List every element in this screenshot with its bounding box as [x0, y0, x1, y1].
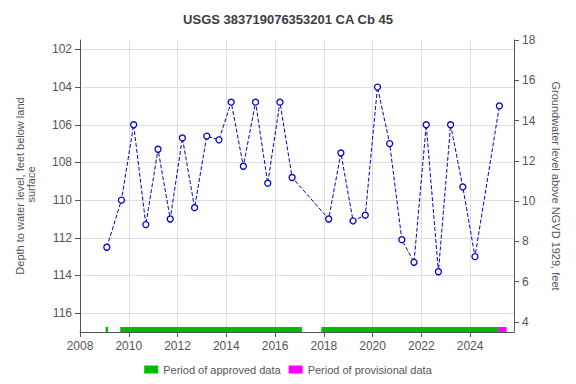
- svg-text:Period of provisional data: Period of provisional data: [308, 364, 433, 376]
- svg-text:112: 112: [53, 231, 72, 245]
- svg-text:2014: 2014: [213, 339, 240, 353]
- svg-text:8: 8: [522, 234, 529, 248]
- svg-text:106: 106: [52, 118, 72, 132]
- svg-text:4: 4: [522, 315, 529, 329]
- svg-text:10: 10: [522, 194, 536, 208]
- svg-text:2008: 2008: [67, 339, 94, 353]
- svg-text:2016: 2016: [262, 339, 289, 353]
- svg-text:104: 104: [52, 80, 72, 94]
- svg-text:114: 114: [53, 268, 72, 282]
- svg-text:2018: 2018: [310, 339, 337, 353]
- svg-text:2020: 2020: [359, 339, 386, 353]
- svg-text:Groundwater level above NGVD 1: Groundwater level above NGVD 1929, feet: [550, 81, 562, 290]
- svg-text:16: 16: [522, 73, 536, 87]
- svg-text:108: 108: [52, 155, 72, 169]
- svg-text:102: 102: [52, 42, 72, 56]
- svg-text:USGS 383719076353201 CA Cb 45: USGS 383719076353201 CA Cb 45: [183, 12, 393, 27]
- svg-text:116: 116: [53, 306, 72, 320]
- svg-text:2022: 2022: [408, 339, 435, 353]
- svg-text:2024: 2024: [457, 339, 484, 353]
- svg-text:110: 110: [53, 193, 72, 207]
- svg-text:18: 18: [522, 33, 536, 47]
- svg-text:2012: 2012: [164, 339, 191, 353]
- svg-text:12: 12: [522, 154, 536, 168]
- svg-text:Depth to water level, feet bel: Depth to water level, feet below land: [13, 97, 26, 275]
- svg-text:14: 14: [522, 114, 536, 128]
- svg-text:6: 6: [522, 275, 529, 289]
- svg-text:surface: surface: [25, 166, 37, 205]
- svg-text:2010: 2010: [115, 339, 142, 353]
- svg-text:Period of approved data: Period of approved data: [163, 364, 281, 376]
